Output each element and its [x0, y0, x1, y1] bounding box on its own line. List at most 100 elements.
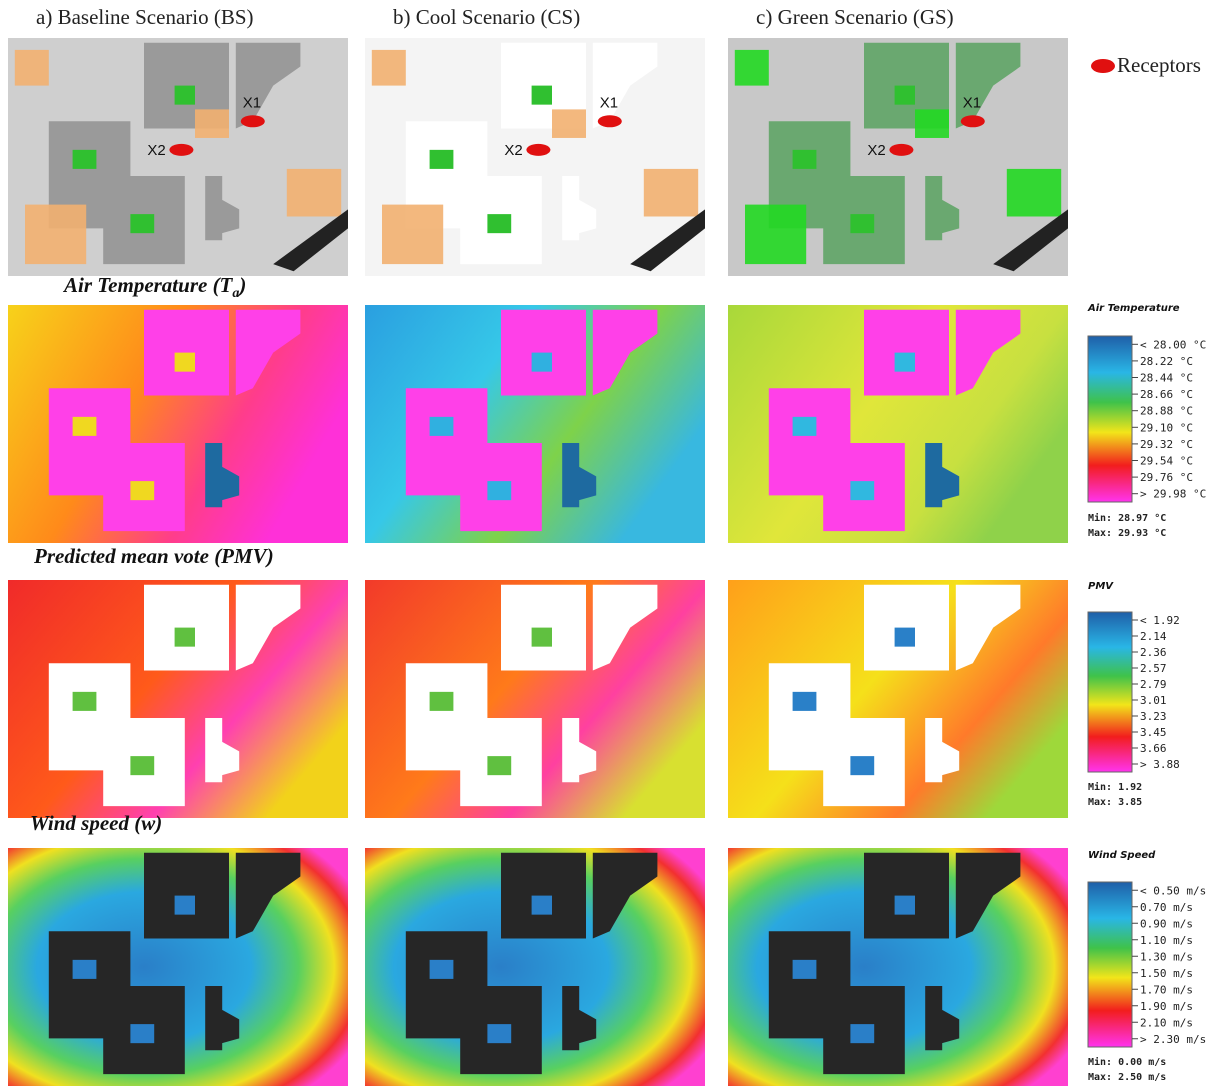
- map-panel: [728, 580, 1068, 818]
- courtyard: [894, 627, 915, 647]
- courtyard: [531, 352, 552, 372]
- receptor-label: X1: [963, 94, 981, 111]
- scale-label: 3.45: [1140, 726, 1167, 739]
- map-panel: [8, 848, 348, 1086]
- receptor: [597, 115, 622, 128]
- courtyard: [487, 1024, 512, 1044]
- scale-label: 0.70 m/s: [1140, 901, 1193, 914]
- building: [592, 309, 658, 396]
- scale-label: > 3.88: [1140, 758, 1180, 771]
- scale-label: > 29.98 °C: [1140, 488, 1206, 501]
- scale-label: 2.36: [1140, 646, 1167, 659]
- ground-patch: [552, 109, 586, 138]
- building: [562, 718, 597, 783]
- courtyard: [72, 149, 97, 169]
- scale-label: 29.54 °C: [1140, 455, 1193, 468]
- legend-title: Wind Speed: [1088, 850, 1156, 861]
- receptor-legend-mark: [1091, 59, 1115, 73]
- courtyard: [850, 214, 875, 234]
- courtyard: [72, 416, 97, 436]
- legend-min: Min: 1.92: [1088, 781, 1142, 793]
- courtyard: [531, 895, 552, 915]
- scale-label: 28.66 °C: [1140, 388, 1193, 401]
- building: [955, 852, 1021, 939]
- receptor-legend-label: Receptors: [1117, 53, 1201, 77]
- scale-label: 29.76 °C: [1140, 471, 1193, 484]
- building: [235, 309, 301, 396]
- receptor: [169, 143, 194, 156]
- road: [273, 209, 348, 272]
- courtyard: [130, 214, 155, 234]
- courtyard: [174, 352, 195, 372]
- courtyard: [894, 895, 915, 915]
- map-panel: [728, 848, 1068, 1086]
- scale-label: 3.01: [1140, 694, 1167, 707]
- scale-label: 1.50 m/s: [1140, 967, 1193, 980]
- legend-max: Max: 2.50 m/s: [1088, 1072, 1166, 1083]
- receptor-label: X1: [243, 94, 261, 111]
- courtyard: [531, 627, 552, 647]
- building: [235, 852, 301, 939]
- courtyard: [850, 756, 875, 776]
- row-title-text: Predicted mean vote (PMV): [33, 544, 274, 568]
- row-title: Air Temperature (Ta): [62, 273, 246, 301]
- scale-label: 3.23: [1140, 710, 1167, 723]
- building: [592, 42, 658, 129]
- column-title: b) Cool Scenario (CS): [393, 5, 580, 29]
- courtyard: [429, 149, 454, 169]
- row-title: Predicted mean vote (PMV): [33, 544, 274, 568]
- courtyard: [130, 481, 155, 501]
- scale-label: < 28.00 °C: [1140, 338, 1206, 351]
- ground-patch: [734, 49, 769, 86]
- row-title: Wind speed (w): [30, 811, 162, 835]
- legend-max: Max: 3.85: [1088, 797, 1142, 808]
- building: [925, 176, 960, 241]
- scale-label: 28.22 °C: [1140, 355, 1193, 368]
- scale-label: 0.90 m/s: [1140, 917, 1193, 930]
- ground-patch: [643, 168, 699, 217]
- color-scale: [1087, 611, 1133, 773]
- building: [205, 986, 240, 1051]
- courtyard: [894, 85, 915, 105]
- scale-label: > 2.30 m/s: [1140, 1033, 1206, 1046]
- building: [925, 718, 960, 783]
- scale-label: 2.10 m/s: [1140, 1016, 1193, 1029]
- column-title: c) Green Scenario (GS): [756, 5, 954, 29]
- building: [235, 42, 301, 129]
- map-panel: [365, 305, 705, 543]
- scale-label: < 0.50 m/s: [1140, 884, 1206, 897]
- ground-patch: [371, 49, 406, 86]
- courtyard: [429, 416, 454, 436]
- courtyard: [792, 149, 817, 169]
- scale-label: 29.10 °C: [1140, 421, 1193, 434]
- legend-title: Air Temperature: [1087, 303, 1180, 314]
- courtyard: [487, 481, 512, 501]
- scale-label: 2.79: [1140, 678, 1167, 691]
- courtyard: [72, 959, 97, 979]
- courtyard: [850, 481, 875, 501]
- legend-max: Max: 29.93 °C: [1088, 528, 1166, 539]
- ground-patch: [14, 49, 49, 86]
- ground-patch: [286, 168, 342, 217]
- building: [955, 309, 1021, 396]
- building: [562, 986, 597, 1051]
- scale-label: 29.32 °C: [1140, 438, 1193, 451]
- scale-label: 1.70 m/s: [1140, 983, 1193, 996]
- courtyard: [429, 691, 454, 711]
- courtyard: [130, 1024, 155, 1044]
- road: [993, 209, 1068, 272]
- scale-label: 28.88 °C: [1140, 405, 1193, 418]
- courtyard: [174, 85, 195, 105]
- map-panel: X1 X2: [728, 38, 1068, 276]
- ground-patch: [25, 204, 87, 265]
- receptor-label: X1: [600, 94, 618, 111]
- courtyard: [487, 214, 512, 234]
- building: [955, 42, 1021, 129]
- building: [562, 443, 597, 508]
- map-panel: X1 X2: [365, 38, 705, 276]
- row-title-text: Wind speed (w): [30, 811, 162, 835]
- building: [235, 584, 301, 671]
- row-title-subscript: a: [232, 286, 239, 301]
- scale-label: 1.10 m/s: [1140, 934, 1193, 947]
